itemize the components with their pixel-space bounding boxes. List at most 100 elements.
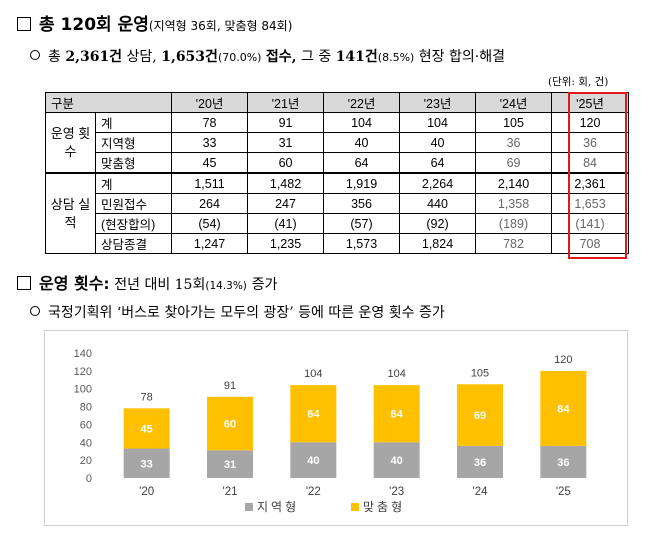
summary-mid1: 상담, [126,49,157,65]
summary-received: 1,653건 [161,49,218,65]
stats-table: 구분 '20년 '21년 '22년 '23년 '24년 '25년 운영 횟수 계… [44,92,630,254]
heading2-text: 전년 대비 15회 [114,277,206,293]
x-tick-label: '21 [223,486,238,498]
table-cell: 36 [551,132,630,153]
y-tick-label: 120 [74,366,92,378]
table-cell: 64 [399,152,477,174]
summary-received-pct: (70.0%) [217,51,262,64]
heading2-pct: (14.3%) [205,280,247,292]
table-cell: 1,235 [247,233,325,254]
table-cell: 60 [247,152,325,174]
table-row: 상담 실적 계 1,511 1,482 1,919 2,264 2,140 2,… [45,172,630,254]
unit-label: (단위: 회, 건) [548,76,609,88]
y-tick-label: 100 [74,384,92,396]
bar-total-label: 105 [471,367,489,379]
header-cell: '24년 [475,92,553,113]
table-cell: 2,140 [475,172,553,194]
summary-onsite: 141건 [335,49,378,65]
bar-total-label: 104 [304,368,322,380]
heading2-colon: : [103,275,110,293]
table-cell: 104 [399,112,477,133]
bar-segment [123,448,170,478]
bar-segment [207,396,253,451]
table-row: 민원접수 264 247 356 440 1,358 1,653 [46,193,630,214]
row-label: 계 [94,112,173,133]
stacked-bar-chart: 0 20 40 60 80 100 120 140 33 45 78 '20 31 60 91 '21 40 64… [74,348,587,514]
table-row: 운영 횟수 계 78 91 104 104 105 120 [45,112,630,174]
table-cell: 105 [475,112,553,133]
x-tick-label: '25 [556,486,571,498]
y-tick-label: 20 [80,455,92,467]
table-cell: 84 [551,152,630,174]
y-tick-label: 80 [80,402,92,414]
table-cell: (92) [399,213,477,234]
table-cell: 1,358 [475,193,553,214]
group-label-operations: 운영 횟수 [45,112,96,174]
table-cell: 31 [247,132,325,153]
bar-value-label: 45 [141,423,153,435]
bar-segment [290,385,337,443]
summary-line: 총 2,361건 상담, 1,653건(70.0%) 접수, 그 중 141건(… [30,46,505,66]
bar-value-label: 69 [474,410,486,422]
heading2-tail: 증가 [251,277,278,293]
square-bullet-icon [17,17,31,31]
group-label-counseling: 상담 실적 [45,172,96,254]
x-tick-label: '24 [473,486,489,498]
table-cell: 1,482 [247,172,325,194]
row-label: 상담종결 [94,233,173,254]
table-cell: 1,653 [551,193,630,214]
table-cell: 1,247 [171,233,249,254]
table-cell: 356 [323,193,401,214]
bar-segment [373,442,420,478]
table-cell: 33 [171,132,249,153]
bar-value-label: 40 [391,455,403,467]
header-cell: '23년 [399,92,477,113]
table-cell: 782 [475,233,553,254]
table-cell: 1,511 [171,172,249,194]
table-cell: 120 [551,112,630,133]
table-cell: 2,264 [399,172,477,194]
bar-value-label: 31 [224,459,236,471]
table-cell: 708 [551,233,630,254]
table-cell: 69 [475,152,553,174]
bar-value-label: 64 [307,409,320,421]
bar-segment [373,385,420,443]
legend-swatch [351,503,359,511]
section-heading-total: 총 120회 운영(지역형 36회, 맞춤형 84회) [17,10,292,35]
summary-received-label: 접수, [265,49,297,65]
x-tick-label: '22 [306,486,321,498]
table-cell: (41) [247,213,325,234]
bar-segment [457,384,503,446]
y-tick-label: 140 [74,348,92,360]
y-tick-label: 0 [86,473,92,485]
y-tick-label: 60 [80,419,92,431]
row-label: 맞춤형 [94,152,173,174]
bar-total-label: 120 [554,354,572,366]
bar-total-label: 78 [141,391,153,403]
table-cell: 1,824 [399,233,477,254]
bar-value-label: 36 [474,457,486,469]
table-row: 맞춤형 45 60 64 64 69 84 [46,152,630,174]
bar-segment [207,450,253,478]
section-heading-operations: 운영 횟수: 전년 대비 15회(14.3%) 증가 [17,270,277,294]
bar-value-label: 64 [391,409,404,421]
summary-prefix: 총 [48,49,61,65]
table-cell: 45 [171,152,249,174]
bullet2-text: 국정기획위 ‘버스로 찾아가는 모두의 광장’ 등에 따른 운영 횟수 증가 [48,305,445,321]
summary-suffix: 현장 합의·해결 [418,49,505,65]
table-cell: 78 [171,112,249,133]
heading-detail: (지역형 36회, 맞춤형 84회) [148,19,293,33]
square-bullet-icon [17,276,31,290]
header-cell: '22년 [323,92,401,113]
header-cell: '25년 [551,92,630,113]
table-cell: 1,919 [323,172,401,194]
y-tick-label: 40 [80,437,92,449]
row-label: 민원접수 [94,193,173,214]
header-cell: '21년 [247,92,325,113]
bar-value-label: 60 [224,419,236,431]
bar-segment [540,370,587,446]
table-cell: 91 [247,112,325,133]
chart-container: 0 20 40 60 80 100 120 140 33 45 78 '20 31 60 91 '21 40 64… [44,330,628,526]
table-header-row: 구분 '20년 '21년 '22년 '23년 '24년 '25년 [44,92,630,113]
heading-title: 총 120회 운영 [39,15,149,35]
